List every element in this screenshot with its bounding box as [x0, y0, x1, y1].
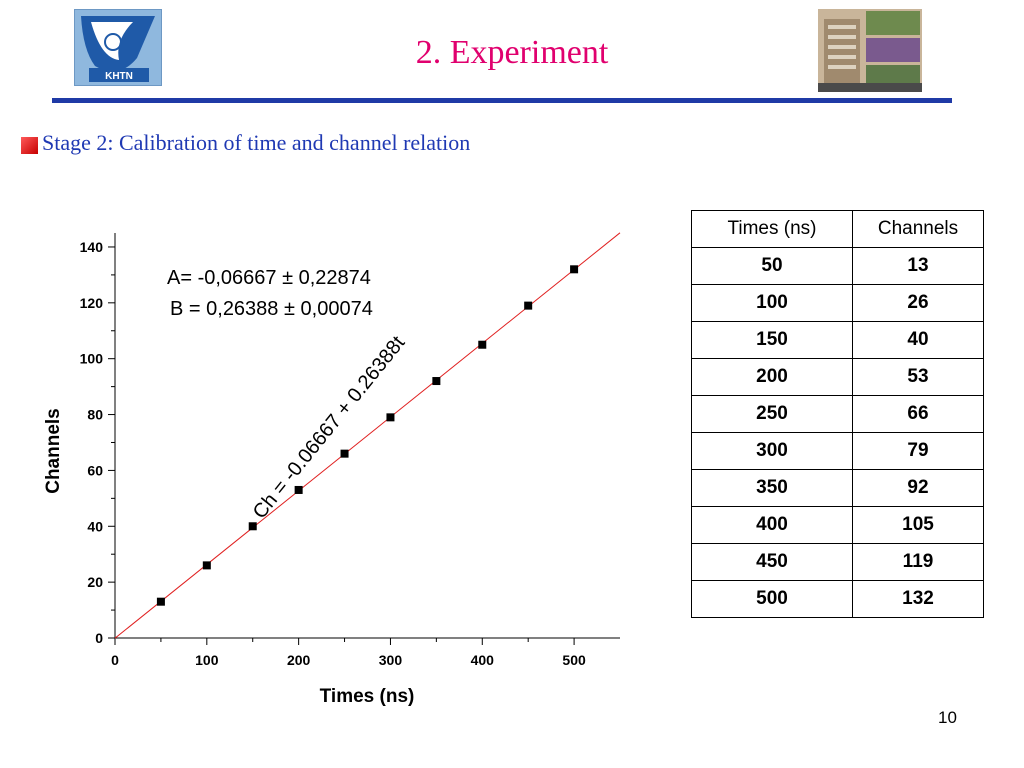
- table-row: 300 79: [691, 432, 984, 470]
- fit-equation-label: Ch = -0.06667 + 0.26388t: [249, 332, 410, 523]
- page-number: 10: [938, 708, 957, 727]
- table-row: 500 132: [691, 580, 984, 618]
- table-cell-time: 150: [691, 321, 853, 359]
- x-tick-label: 200: [287, 652, 311, 668]
- y-tick-label: 120: [80, 295, 104, 311]
- data-point: [202, 561, 211, 570]
- table-cell-channel: 119: [852, 543, 984, 581]
- x-tick-label: 100: [195, 652, 219, 668]
- table-row: 350 92: [691, 469, 984, 507]
- table-cell-time: 50: [691, 247, 853, 285]
- table-cell-time: 200: [691, 358, 853, 396]
- fit-line-layer: [114, 232, 621, 639]
- table-cell-channel: 40: [852, 321, 984, 359]
- bullet-text: Stage 2: Calibration of time and channel…: [42, 130, 471, 155]
- table-cell-time: 500: [691, 580, 853, 618]
- data-point: [524, 301, 533, 310]
- x-tick-label: 0: [111, 652, 119, 668]
- table-row: 400 105: [691, 506, 984, 544]
- campus-photo-icon: [818, 9, 922, 92]
- y-axis-title: Channels: [43, 408, 64, 494]
- campus-photo: [818, 9, 922, 92]
- data-point: [248, 522, 257, 531]
- table-cell-time: 100: [691, 284, 853, 322]
- x-tick-label: 300: [379, 652, 403, 668]
- data-point: [294, 485, 303, 494]
- y-tick-label: 0: [95, 630, 103, 646]
- y-tick-label: 40: [87, 518, 103, 534]
- table-cell-channel: 105: [852, 506, 984, 544]
- data-points: [156, 265, 579, 606]
- param-a-annotation: A= -0,06667 ± 0,22874: [167, 267, 371, 289]
- table-cell-channel: 66: [852, 395, 984, 433]
- y-tick-label: 80: [87, 407, 103, 423]
- table-row: 50 13: [691, 247, 984, 285]
- x-tick-label: 400: [471, 652, 495, 668]
- chart-axes: 0 100 200 300 400 500 0 20 40 60 80 100 120 140: [80, 233, 620, 668]
- x-axis-title: Times (ns): [320, 686, 415, 707]
- y-tick-label: 20: [87, 574, 103, 590]
- university-logo: KHTN: [74, 9, 162, 86]
- table-row: 100 26: [691, 284, 984, 322]
- data-table: Times (ns) Channels 50 13 100 26 150 40 200…: [691, 210, 984, 618]
- table-header-times: Times (ns): [691, 210, 853, 248]
- table-cell-channel: 132: [852, 580, 984, 618]
- title-divider: [52, 98, 952, 103]
- table-row: 450 119: [691, 543, 984, 581]
- data-point: [432, 377, 441, 386]
- table-cell-channel: 13: [852, 247, 984, 285]
- table-cell-time: 450: [691, 543, 853, 581]
- khtn-logo-icon: KHTN: [81, 16, 155, 82]
- y-tick-label: 140: [80, 239, 104, 255]
- y-tick-label: 100: [80, 351, 104, 367]
- data-point: [156, 597, 165, 606]
- param-b-annotation: B = 0,26388 ± 0,00074: [170, 298, 373, 320]
- data-point: [478, 340, 487, 349]
- table-row: 150 40: [691, 321, 984, 359]
- data-point: [340, 449, 349, 458]
- table-cell-channel: 53: [852, 358, 984, 396]
- table-cell-time: 250: [691, 395, 853, 433]
- data-point: [570, 265, 579, 274]
- y-tick-label: 60: [87, 462, 103, 478]
- slide-title: 2. Experiment: [415, 34, 609, 71]
- table-cell-time: 350: [691, 469, 853, 507]
- table-cell-time: 400: [691, 506, 853, 544]
- table-header-channels: Channels: [852, 210, 984, 248]
- table-header-row: Times (ns) Channels: [691, 210, 984, 248]
- data-point: [386, 413, 395, 422]
- bullet-square-icon: [21, 137, 38, 154]
- table-cell-time: 300: [691, 432, 853, 470]
- table-cell-channel: 92: [852, 469, 984, 507]
- table-row: 200 53: [691, 358, 984, 396]
- table-cell-channel: 26: [852, 284, 984, 322]
- fit-line: [114, 232, 621, 639]
- table-row: 250 66: [691, 395, 984, 433]
- table-cell-channel: 79: [852, 432, 984, 470]
- x-tick-label: 500: [562, 652, 586, 668]
- logo-text: KHTN: [105, 71, 133, 82]
